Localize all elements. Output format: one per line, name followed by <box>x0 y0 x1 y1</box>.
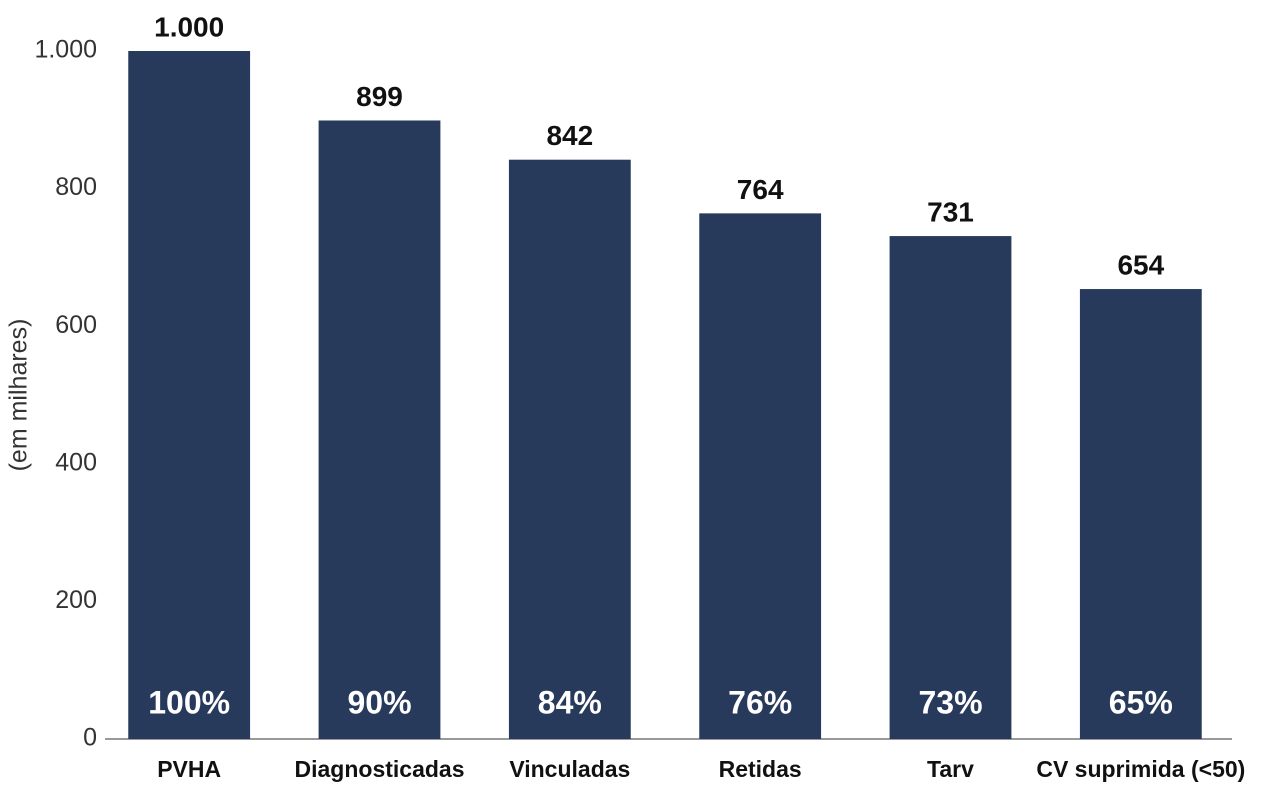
bar <box>699 213 822 740</box>
bar <box>318 120 441 740</box>
y-tick-label: 200 <box>55 586 97 614</box>
bar <box>889 236 1012 739</box>
value-label: 731 <box>927 196 974 227</box>
x-tick-label: Vinculadas <box>509 756 630 782</box>
bar <box>508 159 631 740</box>
y-axis-label: (em milhares) <box>5 319 33 472</box>
percent-label: 84% <box>538 684 602 720</box>
y-tick-label: 400 <box>55 448 97 476</box>
value-label: 1.000 <box>154 11 224 42</box>
percent-label: 90% <box>347 684 411 720</box>
value-label: 764 <box>737 174 784 205</box>
value-label: 842 <box>546 120 593 151</box>
y-tick-label: 800 <box>55 173 97 201</box>
value-label: 654 <box>1117 249 1164 280</box>
percent-label: 76% <box>728 684 792 720</box>
x-tick-label: PVHA <box>157 756 221 782</box>
percent-label: 100% <box>148 684 230 720</box>
bar <box>1079 289 1202 739</box>
x-tick-label: Diagnosticadas <box>295 756 465 782</box>
y-tick-label: 1.000 <box>34 36 97 64</box>
x-tick-label: Tarv <box>927 756 974 782</box>
y-tick-label: 0 <box>83 724 97 752</box>
x-tick-label: CV suprimida (<50) <box>1036 756 1245 782</box>
percent-label: 65% <box>1109 684 1173 720</box>
value-label: 899 <box>356 81 403 112</box>
percent-label: 73% <box>918 684 982 720</box>
y-tick-label: 600 <box>55 311 97 339</box>
x-tick-label: Retidas <box>719 756 802 782</box>
bar <box>128 51 251 739</box>
